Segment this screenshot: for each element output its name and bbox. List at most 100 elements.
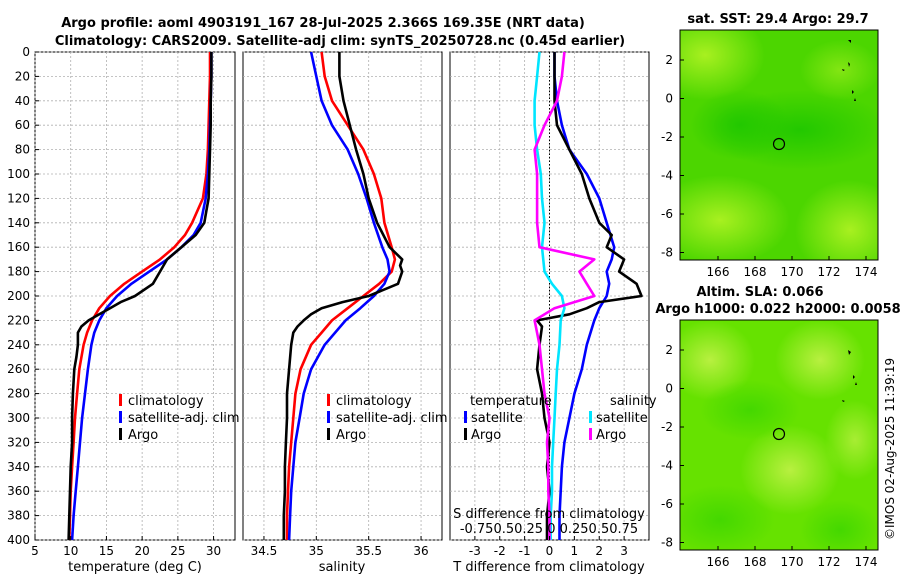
legend-satellite-swatch bbox=[119, 411, 122, 423]
y-tick-label: 20 bbox=[15, 69, 30, 83]
y-tick-label: 120 bbox=[7, 191, 30, 205]
legend-s-argo-label: Argo bbox=[596, 428, 626, 443]
legend-climatology-swatch bbox=[119, 394, 122, 406]
x-tick-label: 35.5 bbox=[355, 544, 382, 558]
y-tick-label: 360 bbox=[7, 484, 30, 498]
sst-map-x-ticks: 166 168 170 172 174 bbox=[707, 256, 878, 279]
series-line-climatology bbox=[68, 52, 212, 541]
map-y-tick-label: -4 bbox=[661, 459, 673, 473]
legend-satellite-swatch bbox=[327, 411, 330, 423]
y-tick-label: 160 bbox=[7, 240, 30, 254]
y-tick-label: 100 bbox=[7, 167, 30, 181]
legend-climatology-label: climatology bbox=[128, 394, 204, 409]
x-tick-label: -3 bbox=[469, 544, 481, 558]
y-tick-label: 320 bbox=[7, 435, 30, 449]
series-line-salinity-argo bbox=[533, 51, 596, 540]
map-x-tick-label: 170 bbox=[781, 555, 804, 569]
map-x-tick-label: 168 bbox=[744, 555, 767, 569]
difference-legend: temperature salinity satellite Argo sate… bbox=[464, 394, 657, 443]
sla-map-image bbox=[680, 320, 878, 550]
sst-map-frame bbox=[679, 29, 879, 261]
map-y-tick-label: -2 bbox=[661, 130, 673, 144]
temperature-xlabel: temperature (deg C) bbox=[68, 560, 202, 575]
series-line-satellite-adj-clim bbox=[287, 51, 391, 541]
map-x-tick-label: 170 bbox=[781, 265, 804, 279]
depth-axis-ticks: 0 20 40 60 80 100 120 140 160 180 200 220 240 260 280 3… bbox=[7, 45, 39, 547]
y-tick-label: 40 bbox=[15, 94, 30, 108]
y-tick-label: 240 bbox=[7, 338, 30, 352]
y-tick-label: 60 bbox=[15, 118, 30, 132]
y-tick-label: 260 bbox=[7, 362, 30, 376]
y-tick-label: 80 bbox=[15, 143, 30, 157]
x-tick-label: 2 bbox=[595, 544, 603, 558]
sst-map: sat. SST: 29.4 Argo: 29.7 2 0 -2 -4 -6 -8 166… bbox=[661, 12, 879, 279]
legend-s-satellite-swatch bbox=[589, 411, 592, 423]
map-y-tick-label: 2 bbox=[665, 343, 673, 357]
sla-map-y-ticks: 2 0 -2 -4 -6 -8 bbox=[661, 343, 684, 550]
temperature-panel: 5 10 15 20 25 30 0 20 40 60 80 100 120 140 160 180 200 2… bbox=[7, 45, 240, 575]
map-x-tick-label: 168 bbox=[744, 265, 767, 279]
salinity-legend: climatology satellite-adj. clim Argo bbox=[327, 394, 448, 443]
sla-map: Altim. SLA: 0.066 Argo h1000: 0.022 h200… bbox=[655, 285, 900, 569]
x-tick-label: 35 bbox=[309, 544, 324, 558]
figure-title-line1: Argo profile: aoml 4903191_167 28-Jul-20… bbox=[61, 16, 585, 31]
map-y-tick-label: -2 bbox=[661, 420, 673, 434]
legend-t-argo-swatch bbox=[464, 428, 467, 440]
salinity-panel: 34.5 35 35.5 36 salinity climatology satell… bbox=[242, 51, 448, 575]
y-tick-label: 140 bbox=[7, 216, 30, 230]
x-tick-label: 10 bbox=[63, 544, 78, 558]
legend-satellite-label: satellite-adj. clim bbox=[336, 411, 448, 426]
y-tick-label: 340 bbox=[7, 460, 30, 474]
figure-title-line2: Climatology: CARS2009. Satellite-adj cli… bbox=[55, 34, 625, 49]
temperature-gridlines bbox=[34, 51, 235, 541]
imos-credit: ©IMOS 02-Aug-2025 11:39:19 bbox=[883, 358, 897, 540]
temperature-legend: climatology satellite-adj. clim Argo bbox=[119, 394, 240, 443]
map-x-tick-label: 174 bbox=[855, 265, 878, 279]
y-tick-label: 400 bbox=[7, 533, 30, 547]
map-y-tick-label: -8 bbox=[661, 246, 673, 260]
map-y-tick-label: 0 bbox=[665, 382, 673, 396]
x-tick-label: 15 bbox=[99, 544, 114, 558]
legend-climatology-label: climatology bbox=[336, 394, 412, 409]
difference-xlabel: T difference from climatology bbox=[452, 560, 645, 575]
map-y-tick-label: -8 bbox=[661, 536, 673, 550]
x-tick-label: 36 bbox=[413, 544, 428, 558]
temperature-lines bbox=[67, 52, 213, 541]
legend-argo-swatch bbox=[119, 428, 122, 440]
y-tick-label: 300 bbox=[7, 411, 30, 425]
legend-t-satellite-label: satellite bbox=[471, 411, 523, 426]
x-tick-label: 3 bbox=[620, 544, 628, 558]
map-x-tick-label: 172 bbox=[818, 265, 841, 279]
difference-lines bbox=[533, 51, 643, 540]
x-tick-label: 0 bbox=[546, 544, 554, 558]
y-tick-label: 0 bbox=[22, 45, 30, 59]
s-difference-axis-ticks: -0.750.50.25 0 0.250.50.75 bbox=[460, 522, 638, 537]
sla-map-title-line1: Altim. SLA: 0.066 bbox=[697, 285, 824, 300]
map-y-tick-label: 0 bbox=[665, 92, 673, 106]
y-tick-label: 220 bbox=[7, 313, 30, 327]
x-tick-label: 1 bbox=[571, 544, 579, 558]
x-tick-label: 20 bbox=[135, 544, 150, 558]
argo-position-marker bbox=[772, 427, 786, 441]
legend-climatology-swatch bbox=[327, 394, 330, 406]
legend-s-satellite-label: satellite bbox=[596, 411, 648, 426]
sst-map-y-ticks: 2 0 -2 -4 -6 -8 bbox=[661, 53, 684, 260]
map-x-tick-label: 172 bbox=[818, 555, 841, 569]
legend-t-argo-label: Argo bbox=[471, 428, 501, 443]
y-tick-label: 280 bbox=[7, 387, 30, 401]
salinity-x-ticks: 34.5 35 35.5 36 bbox=[251, 536, 429, 558]
difference-x-ticks: -3 -2 -1 0 1 2 3 bbox=[469, 536, 628, 558]
difference-gridlines bbox=[450, 51, 649, 541]
sla-map-title-line2: Argo h1000: 0.022 h2000: 0.0058 bbox=[655, 302, 900, 317]
map-y-tick-label: -4 bbox=[661, 169, 673, 183]
argo-position-marker bbox=[772, 137, 786, 151]
map-y-tick-label: -6 bbox=[661, 497, 673, 511]
legend-argo-label: Argo bbox=[336, 428, 366, 443]
x-tick-label: 30 bbox=[206, 544, 221, 558]
sst-map-title: sat. SST: 29.4 Argo: 29.7 bbox=[687, 12, 868, 27]
difference-panel: -3 -2 -1 0 1 2 3 T difference from climatology… bbox=[449, 51, 657, 575]
y-tick-label: 200 bbox=[7, 289, 30, 303]
map-x-tick-label: 174 bbox=[855, 555, 878, 569]
temperature-x-ticks: 5 10 15 20 25 30 bbox=[31, 536, 221, 558]
series-line-argo bbox=[282, 52, 404, 540]
